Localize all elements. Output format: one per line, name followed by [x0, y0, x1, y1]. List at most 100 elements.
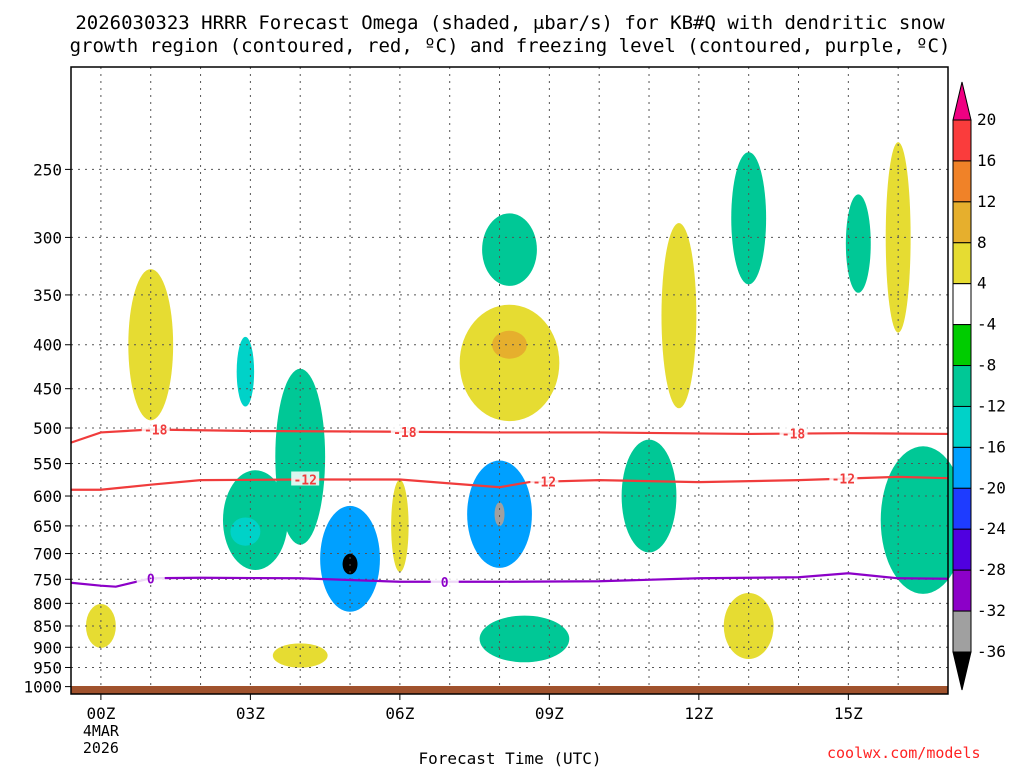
colorbar-tick-label: 16: [977, 151, 996, 170]
colorbar-swatch: [952, 201, 972, 244]
chart-title-line-1: 2026030323 HRRR Forecast Omega (shaded, …: [75, 12, 945, 34]
x-tick-label: 15Z: [834, 704, 863, 723]
y-tick-label: 400: [33, 336, 62, 355]
y-tick-label: 300: [33, 228, 62, 247]
y-tick-label: 850: [33, 617, 62, 636]
y-tick-label: 500: [33, 419, 62, 438]
omega-region: [222, 470, 288, 570]
x-axis-label: Forecast Time (UTC): [418, 749, 601, 768]
x-date-label: 2026: [83, 739, 119, 757]
omega-shaded-regions: [85, 142, 966, 668]
colorbar-swatch: [952, 160, 972, 203]
freezing-level-contour-label: 0: [147, 572, 155, 587]
colorbar-bottom-triangle: [952, 651, 972, 691]
omega-region: [845, 194, 871, 293]
chart-title: 2026030323 HRRR Forecast Omega (shaded, …: [70, 12, 951, 57]
omega-region: [459, 304, 560, 422]
colorbar-tick-label: -12: [977, 396, 1006, 415]
colorbar-tick-label: -28: [977, 560, 1006, 579]
colorbar-tick-label: -36: [977, 642, 1006, 661]
y-tick-label: 450: [33, 380, 62, 399]
omega-region: [492, 330, 527, 359]
y-tick-label: 800: [33, 594, 62, 613]
dgz-minus12-contour-label-bg: [829, 470, 858, 485]
omega-region: [661, 223, 697, 409]
colorbar-swatch: [952, 283, 972, 326]
omega-region: [128, 269, 174, 421]
freezing-level-contour-label-bg: [136, 570, 165, 585]
y-tick-label: 1000: [23, 678, 62, 697]
omega-region: [723, 592, 774, 659]
colorbar-swatch: [952, 528, 972, 571]
dgz-minus12-contour-line: [71, 475, 949, 491]
temperature-contours: -18 -18 -18 -12 -12 -12 0 0: [70, 421, 949, 591]
colorbar-tick-label: 20: [977, 110, 996, 129]
colorbar-swatch: [952, 324, 972, 367]
x-tick-label: 12Z: [684, 704, 713, 723]
colorbar-swatch: [952, 487, 972, 530]
omega-region: [494, 502, 505, 527]
dgz-minus12-contour-label: -12: [832, 473, 855, 488]
site-credit[interactable]: coolwx.com/models: [827, 744, 981, 762]
chart-title-line-2: growth region (contoured, red, ºC) and f…: [70, 35, 951, 57]
y-tick-label: 750: [33, 570, 62, 589]
colorbar-tick-label: -16: [977, 437, 1006, 456]
colorbar-tick-label: 4: [977, 274, 987, 293]
dgz-minus18-contour-label-bg: [390, 423, 419, 438]
freezing-level-contour-label: 0: [441, 576, 449, 591]
omega-region: [731, 152, 767, 285]
colorbar-tick-label: -8: [977, 356, 996, 375]
omega-region: [482, 213, 537, 286]
x-date-label: 4MAR: [83, 722, 120, 740]
colorbar-tick-label: -24: [977, 519, 1006, 538]
dgz-minus18-contour-line: [70, 428, 949, 444]
colorbar-top-triangle: [952, 81, 972, 121]
colorbar-swatch: [952, 610, 972, 653]
x-tick-label: 03Z: [236, 704, 265, 723]
dgz-minus12-contour-label-bg: [530, 473, 559, 488]
ground-bar: [71, 686, 948, 694]
colorbar-swatch: [952, 405, 972, 448]
y-tick-label: 600: [33, 487, 62, 506]
colorbar-tick-label: -20: [977, 478, 1006, 497]
dgz-minus18-contour-label: -18: [393, 426, 417, 441]
x-tick-label: 00Z: [86, 704, 115, 723]
colorbar-tick-label: -32: [977, 601, 1006, 620]
colorbar-swatch: [952, 119, 972, 162]
colorbar-swatch: [952, 446, 972, 489]
y-tick-label: 700: [33, 545, 62, 564]
y-tick-label: 650: [33, 517, 62, 536]
omega-region: [391, 479, 409, 573]
colorbar-swatch: [952, 569, 972, 612]
colorbar-swatch: [952, 242, 972, 285]
y-tick-label: 550: [33, 455, 62, 474]
y-tick-label: 350: [33, 286, 62, 305]
freezing-level-contour-label-bg: [430, 573, 459, 588]
x-tick-label: 09Z: [535, 704, 564, 723]
omega-region: [275, 368, 326, 545]
colorbar-tick-label: -4: [977, 315, 996, 334]
omega-region: [236, 336, 255, 407]
omega-region: [230, 517, 261, 546]
plot-frame: [70, 66, 949, 695]
y-tick-label: 950: [33, 658, 62, 677]
y-axis: 250 300 350 400 450 500 550 600 650 700 750 800 850 9…: [23, 160, 71, 697]
colorbar-swatch: [952, 365, 972, 407]
freezing-level-contour-line: [70, 572, 949, 588]
y-tick-label: 900: [33, 638, 62, 657]
omega-region: [621, 439, 677, 553]
colorbar-tick-label: 8: [977, 233, 987, 252]
dgz-minus12-contour-label: -12: [533, 476, 556, 491]
y-tick-label: 250: [33, 160, 62, 179]
dgz-minus18-contour-label: -18: [782, 428, 806, 443]
colorbar-tick-label: 12: [977, 192, 996, 211]
dgz-minus18-contour-label: -18: [144, 424, 168, 439]
dgz-minus12-contour-label-bg: [291, 471, 320, 486]
omega-region: [880, 446, 966, 594]
dgz-minus18-contour-label-bg: [779, 425, 808, 440]
omega-region: [479, 615, 570, 663]
dgz-minus12-contour-label: -12: [293, 473, 316, 488]
